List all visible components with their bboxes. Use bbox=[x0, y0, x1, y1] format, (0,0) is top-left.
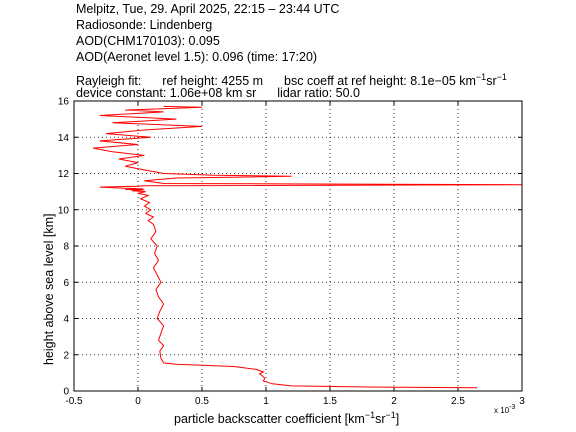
device-line: device constant: 1.06e+08 km sr lidar ra… bbox=[76, 86, 360, 100]
ref-height: ref height: 4255 m bbox=[162, 74, 264, 89]
x-tick-label: 0.5 bbox=[195, 396, 209, 407]
x-tick-label: 3 bbox=[519, 396, 525, 407]
x-scale-multiplier: x 10-3 bbox=[494, 404, 515, 415]
aod-photometer: AOD(CHM170103): 0.095 bbox=[76, 34, 220, 48]
y-tick-label: 14 bbox=[58, 133, 70, 144]
y-tick-label: 16 bbox=[58, 97, 70, 108]
x-tick-label: -0.5 bbox=[65, 396, 83, 407]
bsc-coeff: bsc coeff at ref height: 8.1e−05 km bbox=[284, 74, 476, 89]
x-tick-label: 1.5 bbox=[323, 396, 337, 407]
rayleigh-fit-line: Rayleigh fit: ref height: 4255 m bsc coe… bbox=[76, 72, 507, 89]
title-location-time: Melpitz, Tue, 29. April 2025, 22:15 – 23… bbox=[76, 2, 340, 16]
y-tick-label: 0 bbox=[63, 387, 69, 398]
x-tick-label: 2 bbox=[391, 396, 397, 407]
aod-aeronet: AOD(Aeronet level 1.5): 0.096 (time: 17:… bbox=[76, 50, 318, 64]
x-tick-label: 0 bbox=[135, 396, 141, 407]
rayleigh-label: Rayleigh fit: bbox=[76, 74, 142, 89]
y-tick-label: 8 bbox=[63, 242, 69, 253]
x-tick-label: 1 bbox=[263, 396, 269, 407]
device-constant: device constant: 1.06e+08 km sr bbox=[76, 86, 257, 100]
y-tick-label: 10 bbox=[58, 205, 70, 216]
y-tick-label: 4 bbox=[63, 314, 69, 325]
plot-frame bbox=[73, 100, 523, 392]
x-tick-label: 2.5 bbox=[451, 396, 465, 407]
radiosonde-info: Radiosonde: Lindenberg bbox=[76, 18, 213, 32]
y-tick-label: 6 bbox=[63, 278, 69, 289]
y-tick-label: 12 bbox=[58, 169, 70, 180]
grid-lines bbox=[74, 101, 522, 391]
x-axis-label: particle backscatter coefficient [km−1sr… bbox=[174, 410, 399, 426]
y-tick-label: 2 bbox=[63, 350, 69, 361]
series-line bbox=[93, 105, 523, 389]
backscatter-series-line bbox=[93, 105, 523, 389]
lidar-ratio: lidar ratio: 50.0 bbox=[277, 86, 360, 100]
y-axis-label: height above sea level [km] bbox=[42, 214, 56, 365]
